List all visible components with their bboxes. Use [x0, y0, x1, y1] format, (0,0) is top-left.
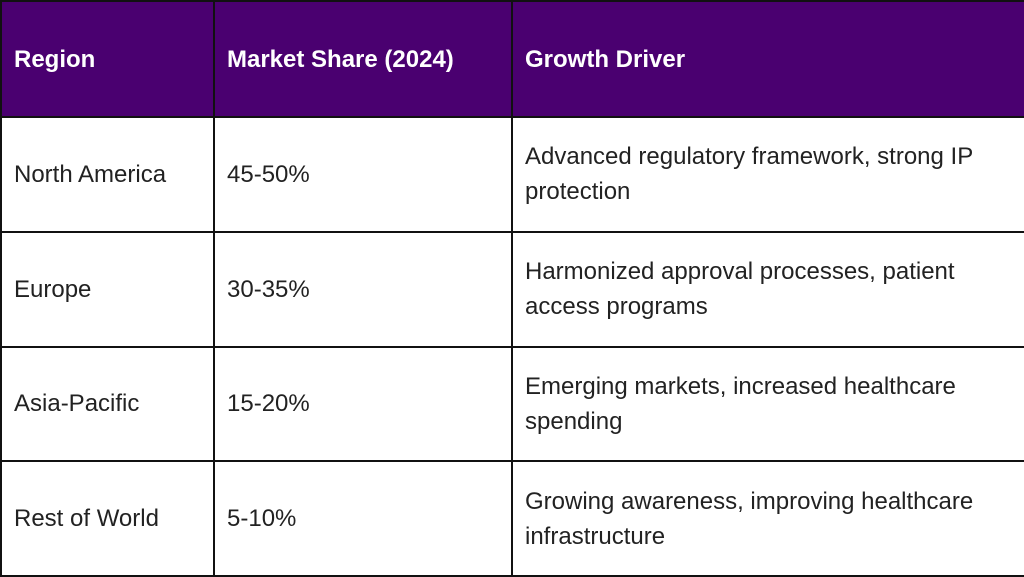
market-share-cell: 30-35% — [213, 230, 513, 348]
region-cell: Europe — [0, 230, 215, 348]
growth-driver-cell: Harmonized approval processes, patient a… — [511, 230, 1024, 348]
header-growth-driver: Growth Driver — [511, 0, 1024, 118]
growth-driver-cell: Growing awareness, improving healthcare … — [511, 460, 1024, 577]
header-region: Region — [0, 0, 215, 118]
region-cell: Rest of World — [0, 460, 215, 577]
region-cell: Asia-Pacific — [0, 345, 215, 463]
table-row: Rest of World 5-10% Growing awareness, i… — [0, 460, 1024, 577]
table-row: North America 45-50% Advanced regulatory… — [0, 116, 1024, 233]
market-share-cell: 45-50% — [213, 116, 513, 233]
header-row: Region Market Share (2024) Growth Driver — [0, 0, 1024, 118]
table-row: Europe 30-35% Harmonized approval proces… — [0, 230, 1024, 348]
market-share-cell: 15-20% — [213, 345, 513, 463]
region-cell: North America — [0, 116, 215, 233]
growth-driver-cell: Advanced regulatory framework, strong IP… — [511, 116, 1024, 233]
table-row: Asia-Pacific 15-20% Emerging markets, in… — [0, 345, 1024, 463]
header-market-share: Market Share (2024) — [213, 0, 513, 118]
growth-driver-cell: Emerging markets, increased healthcare s… — [511, 345, 1024, 463]
market-share-cell: 5-10% — [213, 460, 513, 577]
